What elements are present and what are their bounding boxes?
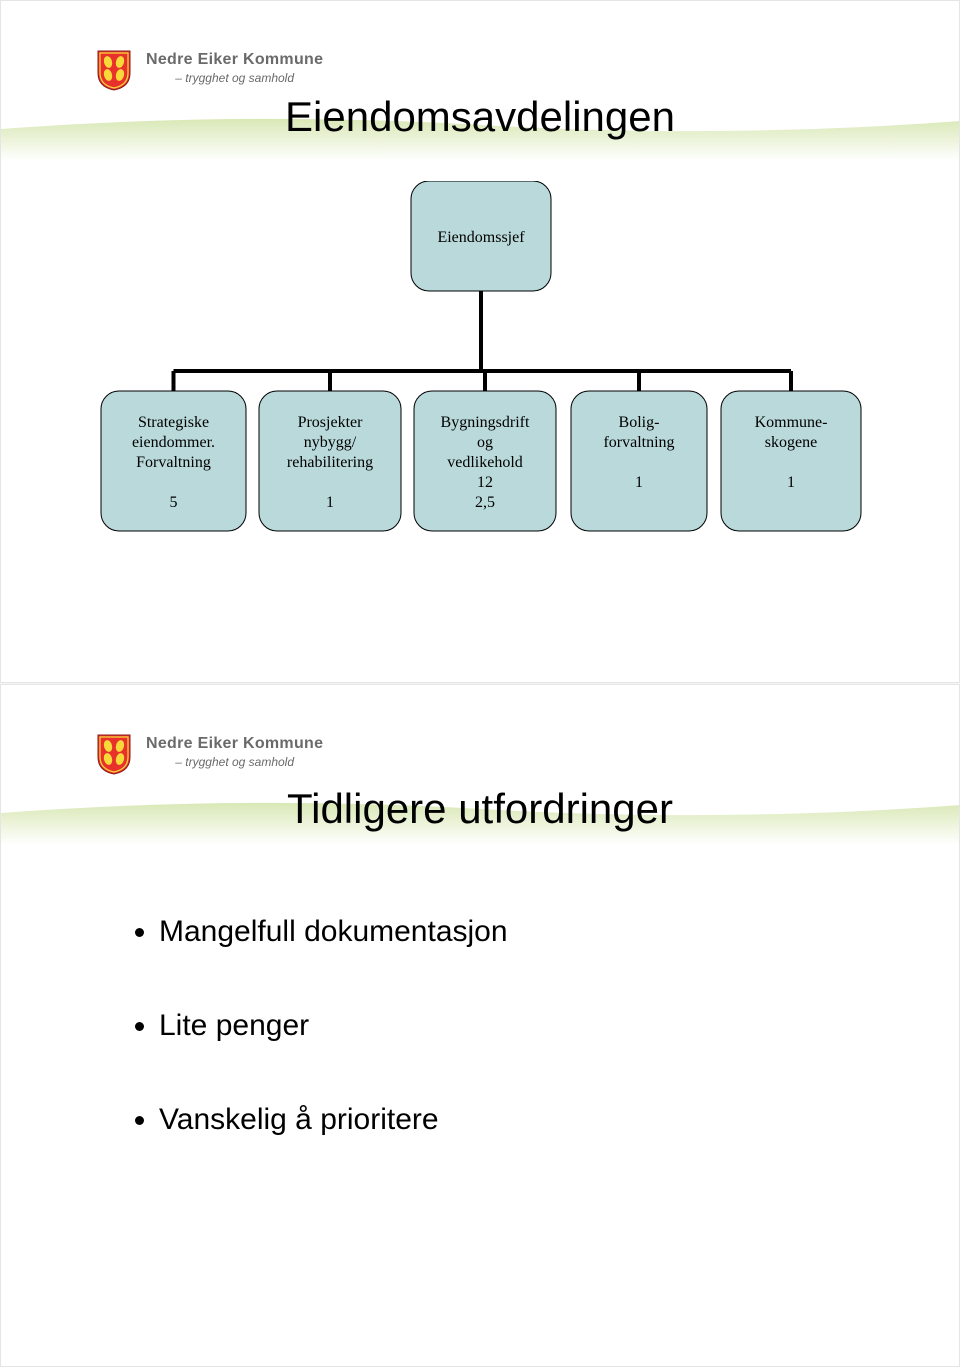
tagline: – trygghet og samhold [146, 755, 323, 769]
header-text: Nedre Eiker Kommune – trygghet og samhol… [146, 49, 323, 85]
org-name: Nedre Eiker Kommune [146, 735, 323, 753]
org-chart: EiendomssjefStrategiskeeiendommer.Forval… [1, 181, 960, 561]
slide-2: Nedre Eiker Kommune – trygghet og samhol… [0, 684, 960, 1367]
bullet-item: Vanskelig å prioritere [159, 1103, 508, 1137]
org-node-label: Eiendomssjef [437, 229, 525, 246]
slide-1: Nedre Eiker Kommune – trygghet og samhol… [0, 0, 960, 683]
tagline: – trygghet og samhold [146, 71, 323, 85]
slide-header: Nedre Eiker Kommune – trygghet og samhol… [96, 49, 323, 96]
header-text: Nedre Eiker Kommune – trygghet og samhol… [146, 733, 323, 769]
bullet-item: Lite penger [159, 1009, 508, 1043]
slide-header: Nedre Eiker Kommune – trygghet og samhol… [96, 733, 323, 780]
org-shield-icon [96, 49, 132, 96]
bullet-item: Mangelfull dokumentasjon [159, 915, 508, 949]
slide-title: Eiendomsavdelingen [1, 93, 959, 141]
org-name: Nedre Eiker Kommune [146, 51, 323, 69]
slide-title: Tidligere utfordringer [1, 785, 959, 833]
bullet-list: Mangelfull dokumentasjon Lite penger Vansk… [131, 915, 508, 1197]
org-shield-icon [96, 733, 132, 780]
